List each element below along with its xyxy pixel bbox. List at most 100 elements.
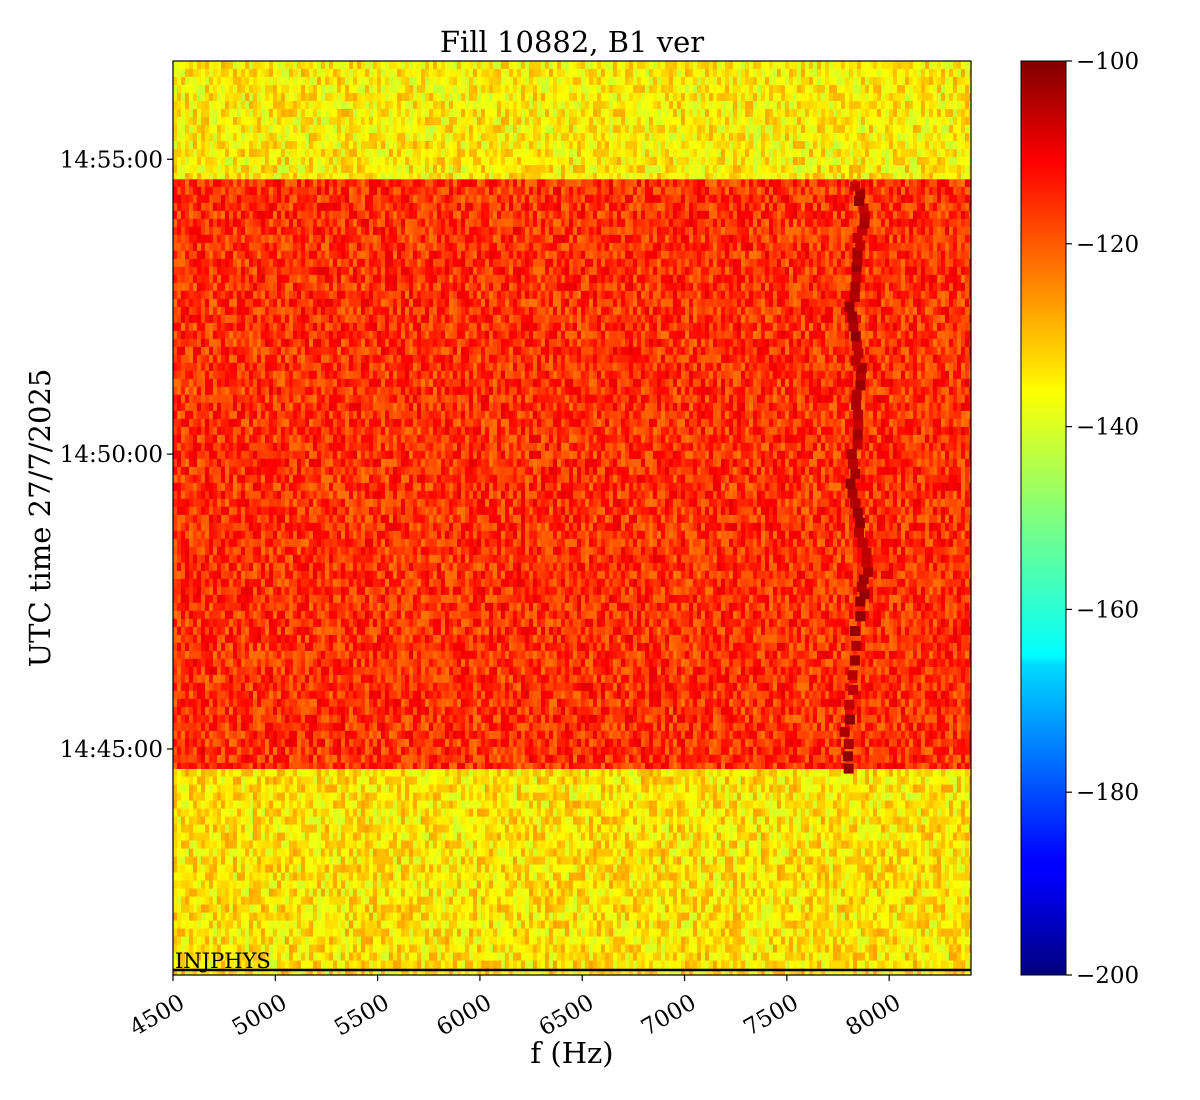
heatmap-cell xyxy=(921,896,926,905)
heatmap-cell xyxy=(629,912,634,921)
heatmap-cell xyxy=(705,832,710,841)
heatmap-cell xyxy=(917,800,922,809)
heatmap-cell xyxy=(693,776,698,785)
heatmap-cell xyxy=(525,880,530,889)
heatmap-cell xyxy=(689,816,694,825)
heatmap-cell xyxy=(789,840,794,849)
heatmap-cell xyxy=(309,768,314,777)
heatmap-cell xyxy=(409,824,414,833)
heatmap-cell xyxy=(465,832,470,841)
heatmap-cell xyxy=(593,936,598,945)
heatmap-cell xyxy=(717,792,722,801)
heatmap-cell xyxy=(481,848,486,857)
heatmap-cell xyxy=(369,856,374,865)
heatmap-cell xyxy=(937,872,942,881)
heatmap-cell xyxy=(725,904,730,913)
heatmap-cell xyxy=(681,808,686,817)
heatmap-cell xyxy=(489,832,494,841)
heatmap-cell xyxy=(321,952,326,961)
heatmap-cell xyxy=(377,928,382,937)
heatmap-cell xyxy=(749,944,754,953)
heatmap-cell xyxy=(917,824,922,833)
heatmap-cell xyxy=(845,904,850,913)
heatmap-cell xyxy=(869,888,874,897)
heatmap-cell xyxy=(745,952,750,961)
heatmap-cell xyxy=(505,912,510,921)
heatmap-cell xyxy=(721,808,726,817)
heatmap-cell xyxy=(397,824,402,833)
heatmap-cell xyxy=(505,784,510,793)
heatmap-cell xyxy=(177,784,182,793)
heatmap-cell xyxy=(645,888,650,897)
heatmap-cell xyxy=(409,848,414,857)
heatmap-cell xyxy=(365,856,370,865)
heatmap-cell xyxy=(493,928,498,937)
heatmap-cell xyxy=(961,808,966,817)
heatmap-cell xyxy=(517,944,522,953)
heatmap-cell xyxy=(937,776,942,785)
heatmap-cell xyxy=(781,840,786,849)
heatmap-cell xyxy=(733,832,738,841)
heatmap-cell xyxy=(509,856,514,865)
heatmap-cell xyxy=(809,960,814,969)
heatmap-cell xyxy=(505,960,510,969)
heatmap-cell xyxy=(797,952,802,961)
heatmap-cell xyxy=(809,800,814,809)
heatmap-cell xyxy=(869,952,874,961)
heatmap-cell xyxy=(377,936,382,945)
heatmap-cell xyxy=(269,904,274,913)
heatmap-cell xyxy=(657,888,662,897)
heatmap-cell xyxy=(329,864,334,873)
heatmap-cell xyxy=(581,848,586,857)
heatmap-cell xyxy=(585,904,590,913)
heatmap-cell xyxy=(297,888,302,897)
heatmap-cell xyxy=(389,776,394,785)
heatmap-cell xyxy=(481,800,486,809)
heatmap-cell xyxy=(189,888,194,897)
heatmap-cell xyxy=(509,808,514,817)
heatmap-cell xyxy=(665,896,670,905)
heatmap-cell xyxy=(845,792,850,801)
heatmap-cell xyxy=(933,808,938,817)
heatmap-cell xyxy=(405,856,410,865)
heatmap-cell xyxy=(173,848,178,857)
heatmap-cell xyxy=(361,864,366,873)
heatmap-cell xyxy=(293,832,298,841)
heatmap-cell xyxy=(913,840,918,849)
heatmap-cell xyxy=(941,920,946,929)
heatmap-cell xyxy=(181,776,186,785)
heatmap-cell xyxy=(357,872,362,881)
heatmap-cell xyxy=(617,960,622,969)
heatmap-cell xyxy=(385,960,390,969)
heatmap-cell xyxy=(849,904,854,913)
heatmap-cell xyxy=(953,816,958,825)
heatmap-cell xyxy=(341,960,346,969)
heatmap-cell xyxy=(365,872,370,881)
heatmap-cell xyxy=(677,768,682,777)
heatmap-cell xyxy=(297,848,302,857)
heatmap-cell xyxy=(757,776,762,785)
heatmap-cell xyxy=(505,800,510,809)
heatmap-cell xyxy=(873,944,878,953)
heatmap-cell xyxy=(577,816,582,825)
heatmap-cell xyxy=(473,912,478,921)
heatmap-cell xyxy=(937,944,942,953)
heatmap-cell xyxy=(621,784,626,793)
heatmap-cell xyxy=(545,848,550,857)
heatmap-cell xyxy=(413,784,418,793)
heatmap-cell xyxy=(593,928,598,937)
heatmap-cell xyxy=(345,944,350,953)
heatmap-cell xyxy=(493,840,498,849)
heatmap-cell xyxy=(673,848,678,857)
heatmap-cell xyxy=(501,816,506,825)
heatmap-cell xyxy=(585,872,590,881)
heatmap-cell xyxy=(573,952,578,961)
heatmap-cell xyxy=(485,856,490,865)
heatmap-cell xyxy=(665,960,670,969)
heatmap-cell xyxy=(209,952,214,961)
heatmap-cell xyxy=(969,864,972,873)
heatmap-cell xyxy=(265,872,270,881)
heatmap-cell xyxy=(237,792,242,801)
heatmap-cell xyxy=(261,832,266,841)
heatmap-cell xyxy=(913,856,918,865)
